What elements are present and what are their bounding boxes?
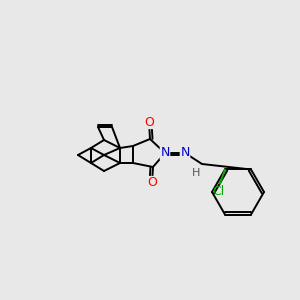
Text: N: N: [180, 146, 190, 160]
Text: O: O: [144, 116, 154, 128]
Text: H: H: [192, 168, 200, 178]
Text: Cl: Cl: [212, 185, 224, 198]
Text: O: O: [147, 176, 157, 190]
Text: N: N: [160, 146, 170, 160]
